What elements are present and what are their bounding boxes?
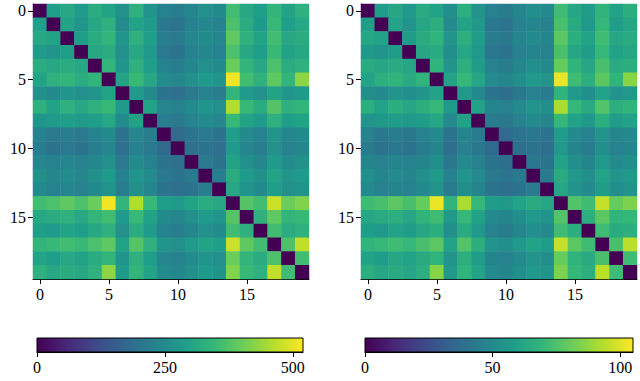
- svg-text:15: 15: [567, 286, 583, 303]
- svg-text:15: 15: [10, 209, 26, 226]
- svg-text:15: 15: [338, 209, 354, 226]
- svg-text:100: 100: [608, 359, 632, 376]
- svg-text:10: 10: [170, 286, 186, 303]
- svg-text:10: 10: [10, 140, 26, 157]
- svg-text:5: 5: [105, 286, 113, 303]
- svg-text:10: 10: [338, 140, 354, 157]
- svg-text:5: 5: [433, 286, 441, 303]
- svg-text:10: 10: [498, 286, 514, 303]
- svg-text:500: 500: [281, 359, 305, 376]
- svg-text:250: 250: [153, 359, 177, 376]
- svg-text:0: 0: [361, 359, 369, 376]
- svg-text:0: 0: [364, 286, 372, 303]
- svg-text:15: 15: [239, 286, 255, 303]
- svg-text:0: 0: [36, 286, 44, 303]
- svg-text:50: 50: [485, 359, 501, 376]
- svg-text:0: 0: [346, 2, 354, 19]
- svg-text:5: 5: [18, 71, 26, 88]
- svg-text:5: 5: [346, 71, 354, 88]
- svg-text:0: 0: [33, 359, 41, 376]
- svg-text:0: 0: [18, 2, 26, 19]
